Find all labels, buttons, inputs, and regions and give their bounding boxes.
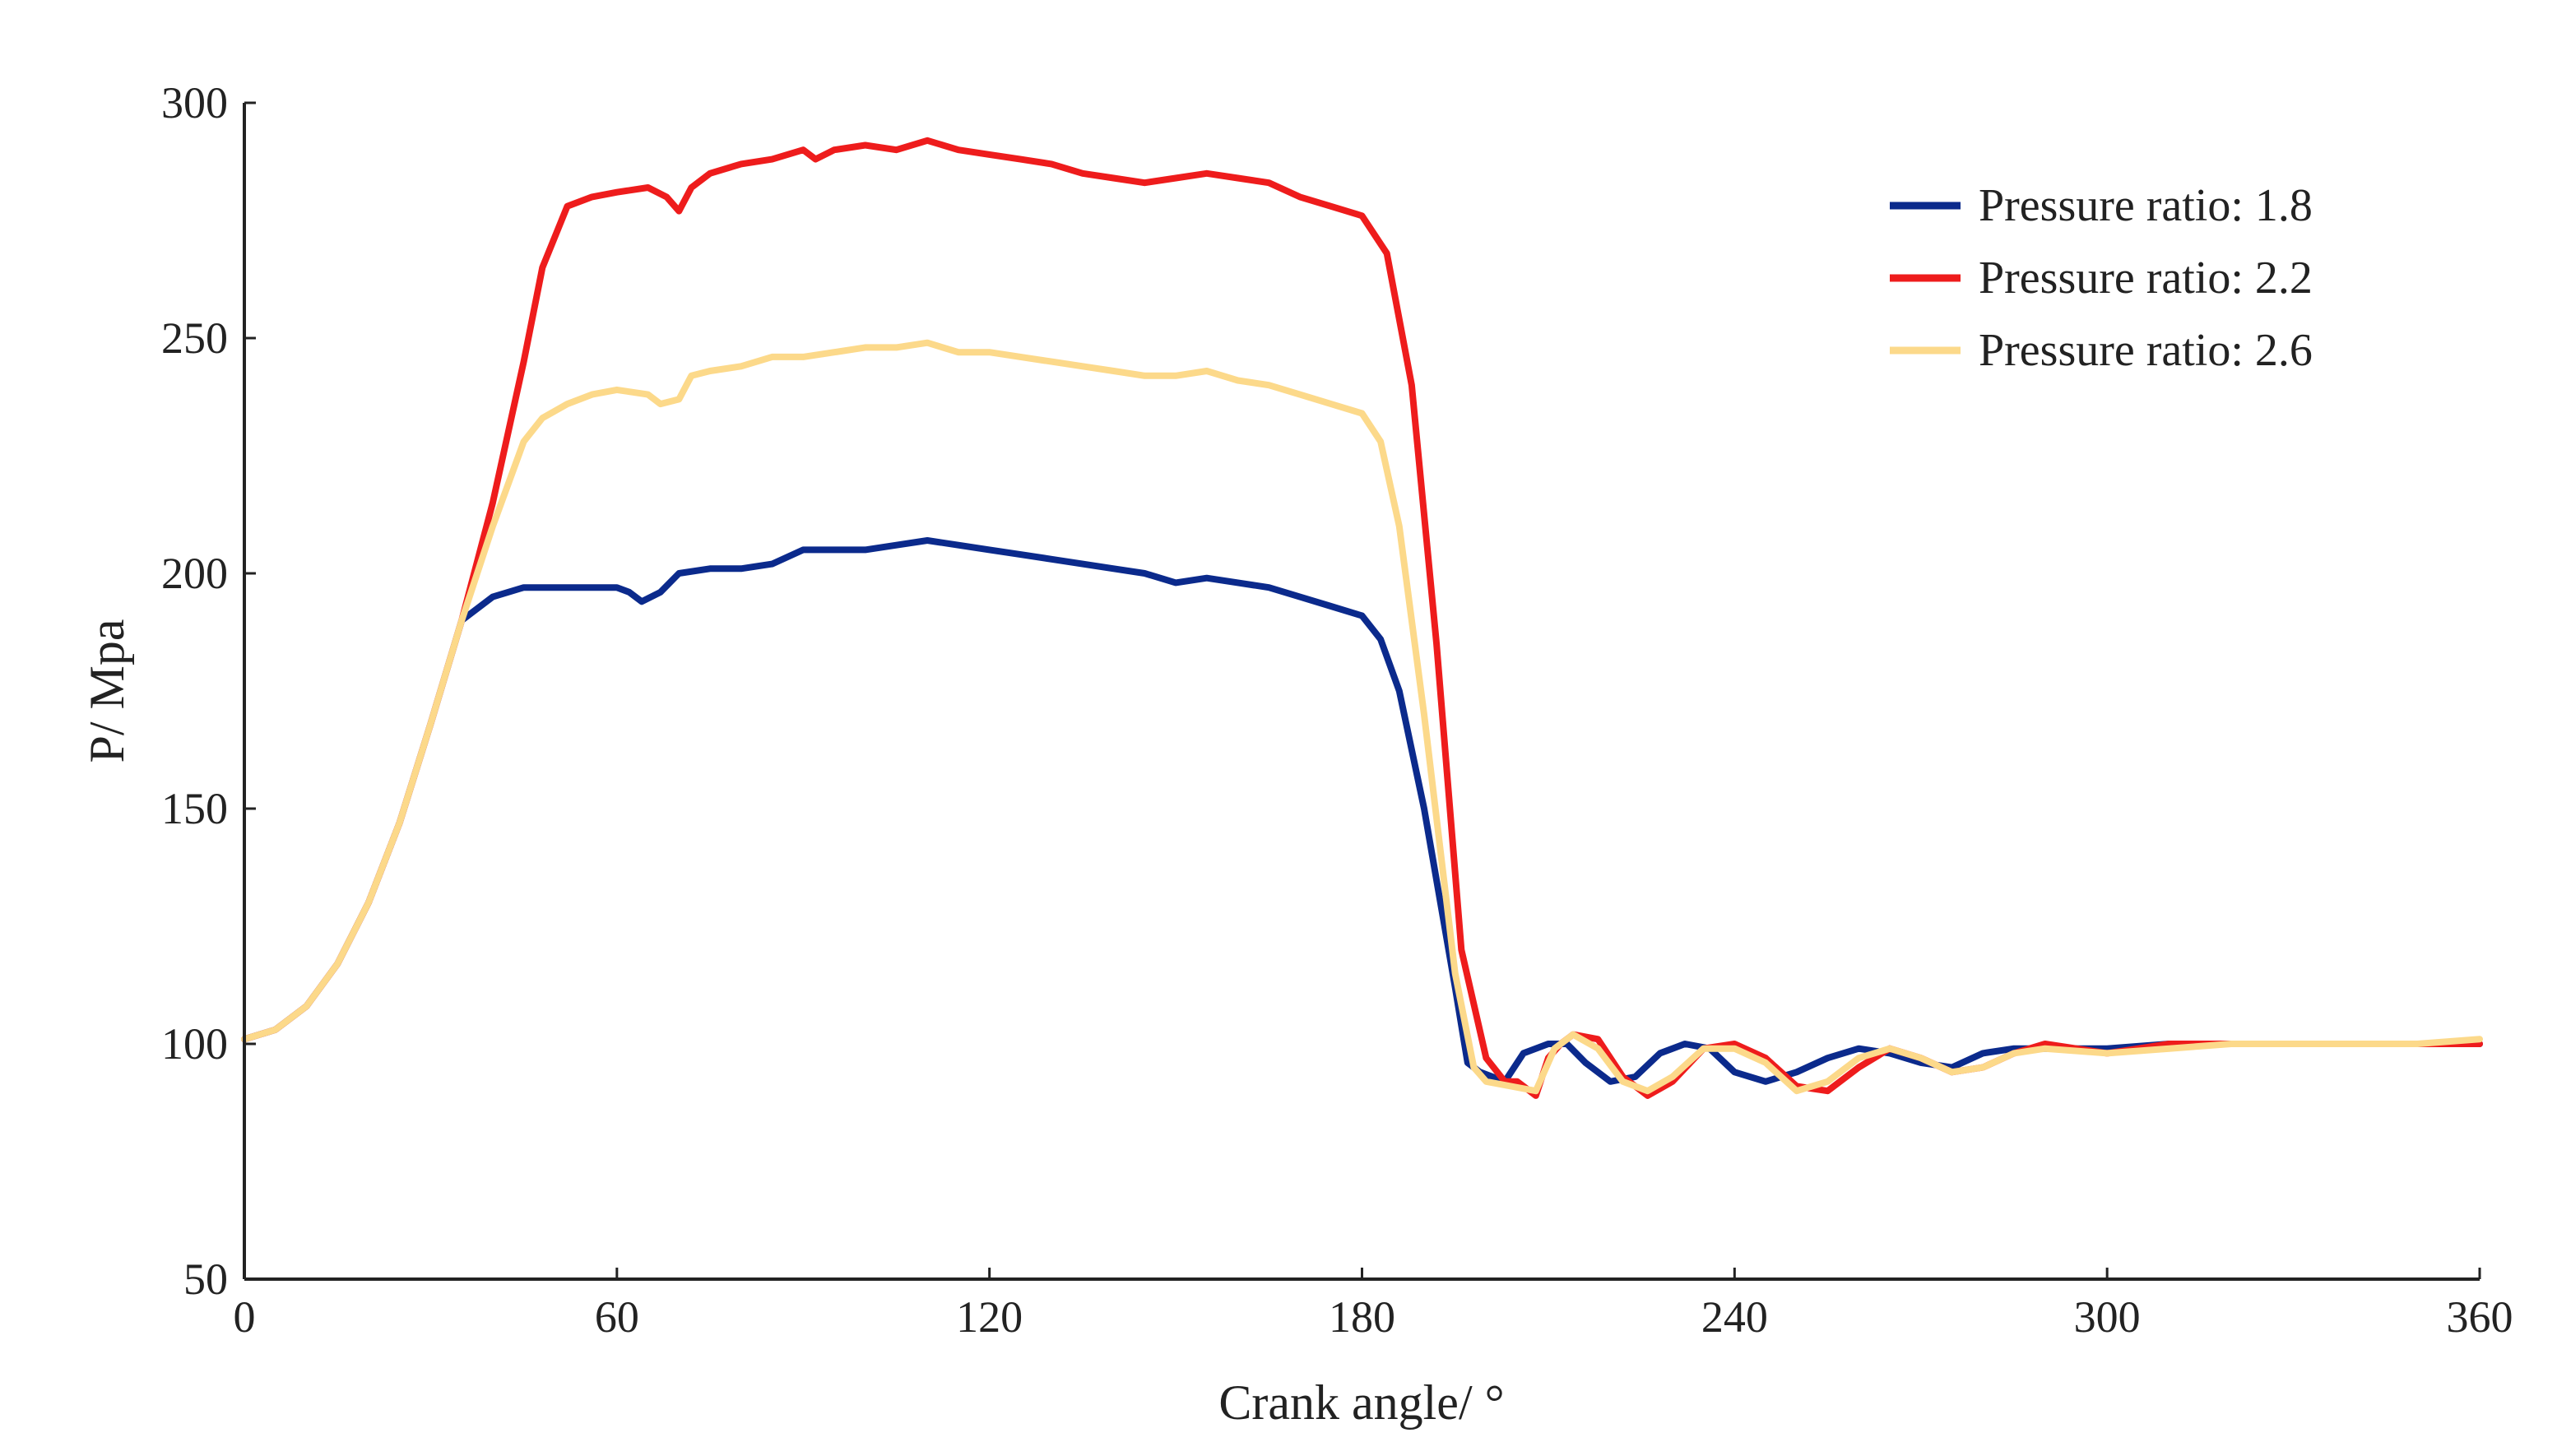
y-ticks: 50 100 150 200 250 300 bbox=[161, 78, 256, 1304]
plot-lines bbox=[241, 137, 2483, 1099]
legend-label-2: Pressure ratio: 2.2 bbox=[1979, 253, 2313, 304]
series-line-3 bbox=[241, 339, 2483, 1095]
x-axis-label: Crank angle/ ° bbox=[1218, 1375, 1504, 1430]
y-tick-label: 250 bbox=[161, 313, 228, 363]
y-tick-label: 150 bbox=[161, 784, 228, 833]
x-tick-label: 60 bbox=[595, 1292, 639, 1342]
y-tick-label: 50 bbox=[183, 1254, 228, 1304]
y-tick-label: 300 bbox=[161, 78, 228, 128]
series-line-1 bbox=[241, 537, 2483, 1085]
x-tick-label: 0 bbox=[234, 1292, 256, 1342]
y-axis-label: P/ Mpa bbox=[80, 619, 134, 763]
x-tick-label: 360 bbox=[2447, 1292, 2513, 1342]
y-tick-label: 100 bbox=[161, 1019, 228, 1069]
x-tick-label: 300 bbox=[2074, 1292, 2141, 1342]
axes: 0 60 120 180 240 300 360 50 100 150 200 250 300 bbox=[161, 78, 2513, 1342]
x-ticks: 0 60 120 180 240 300 360 bbox=[234, 1268, 2513, 1342]
x-tick-label: 180 bbox=[1329, 1292, 1395, 1342]
legend-label-1: Pressure ratio: 1.8 bbox=[1979, 180, 2313, 231]
x-tick-label: 240 bbox=[1701, 1292, 1768, 1342]
y-tick-label: 200 bbox=[161, 549, 228, 598]
legend-label-3: Pressure ratio: 2.6 bbox=[1979, 325, 2313, 376]
legend: Pressure ratio: 1.8 Pressure ratio: 2.2 Pr… bbox=[1890, 180, 2313, 376]
x-tick-label: 120 bbox=[956, 1292, 1023, 1342]
